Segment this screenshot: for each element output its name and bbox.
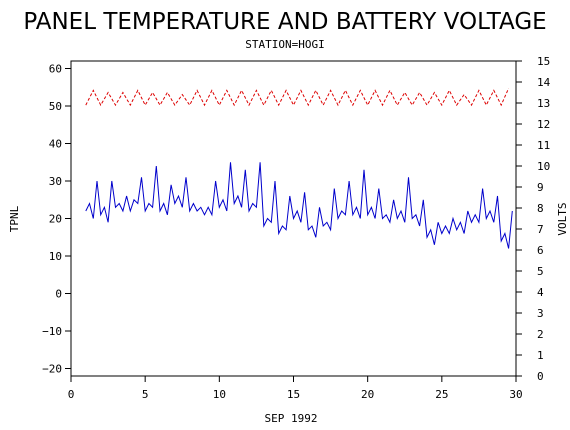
series-line-tpnl [85,162,513,249]
y-tick-label-right: 12 [537,118,550,131]
x-tick-label: 0 [68,388,75,401]
y-tick-label-right: 0 [537,370,544,383]
x-tick-label: 10 [213,388,226,401]
x-axis-label: SEP 1992 [265,412,318,425]
x-tick-label: 30 [509,388,522,401]
y-tick-label-left: −20 [42,363,62,376]
y-tick-label-right: 7 [537,223,544,236]
x-tick-label: 20 [361,388,374,401]
y-axis-label-right: VOLTS [556,202,569,235]
y-tick-label-left: 50 [49,100,62,113]
y-tick-label-left: 0 [55,288,62,301]
y-tick-label-right: 1 [537,349,544,362]
y-tick-label-left: 10 [49,250,62,263]
y-tick-label-right: 4 [537,286,544,299]
y-tick-label-right: 3 [537,307,544,320]
y-tick-label-left: 30 [49,175,62,188]
y-tick-label-right: 2 [537,328,544,341]
chart-title: PANEL TEMPERATURE AND BATTERY VOLTAGE [23,9,546,35]
y-tick-label-left: 20 [49,213,62,226]
y-tick-label-right: 15 [537,55,550,68]
x-tick-label: 25 [435,388,448,401]
y-tick-label-left: 40 [49,138,62,151]
y-tick-label-right: 9 [537,181,544,194]
y-tick-label-right: 13 [537,97,550,110]
series-layer [85,88,513,249]
y-tick-label-right: 14 [537,76,551,89]
axis-ticks: 0 5 10 15 20 25 30−20−100102030405060012345678… [42,55,550,401]
y-tick-label-right: 10 [537,160,550,173]
y-tick-label-right: 11 [537,139,550,152]
y-tick-label-right: 6 [537,244,544,257]
x-tick-label: 5 [142,388,149,401]
series-line-volts [85,88,510,107]
y-axis-label-left: TPNL [8,205,21,232]
y-tick-label-right: 5 [537,265,544,278]
y-tick-label-right: 8 [537,202,544,215]
y-tick-label-left: 60 [49,63,62,76]
x-tick-label: 15 [287,388,300,401]
chart-subtitle: STATION=HOGI [245,38,324,51]
y-tick-label-left: −10 [42,325,62,338]
